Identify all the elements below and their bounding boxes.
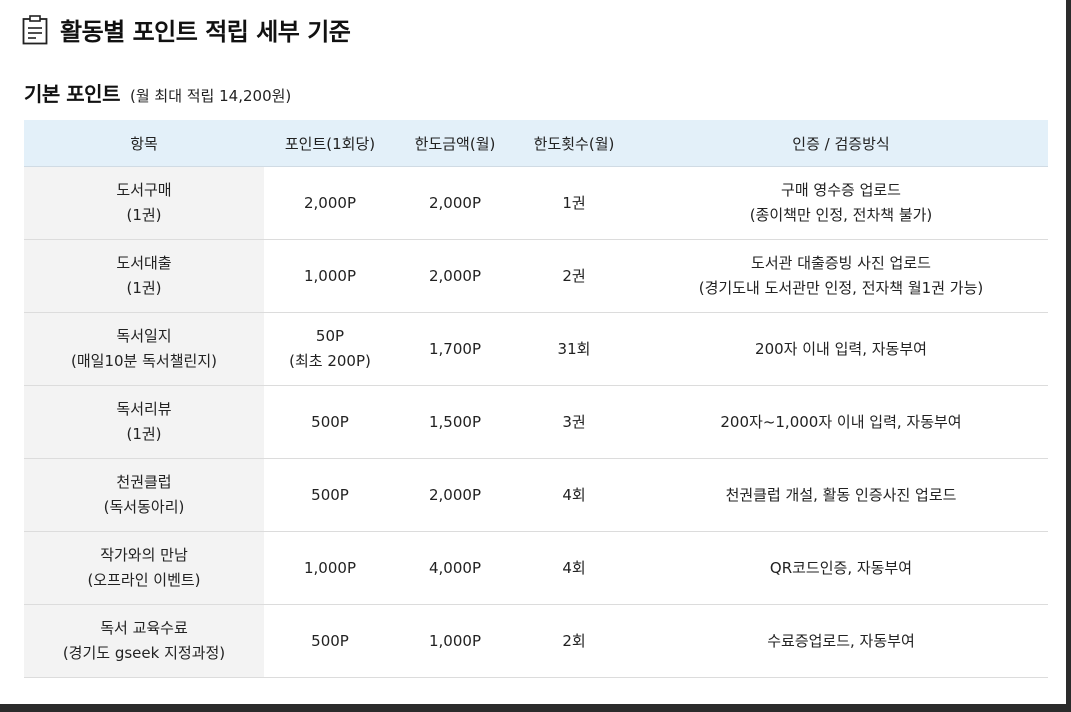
verification-method: QR코드인증, 자동부여 <box>769 558 913 577</box>
limit-count-cell: 2권 <box>514 239 634 313</box>
item-detail: (오프라인 이벤트) <box>87 571 201 589</box>
section-note: (월 최대 적립 14,200원) <box>129 87 292 105</box>
item-name: 독서일지 <box>116 327 172 345</box>
limit-count-cell: 1권 <box>514 166 634 240</box>
item-cell: 독서일지 (매일10분 독서챌린지) <box>24 312 264 386</box>
item-cell: 천권클럽 (독서동아리) <box>24 458 264 532</box>
table-row: 도서구매 (1권) 2,000P 2,000P 1권 구매 영수증 업로드 (종이책… <box>24 166 1048 240</box>
points-cell: 500P <box>264 458 396 532</box>
verification-cell: 도서관 대출증빙 사진 업로드 (경기도내 도서관만 인정, 전자책 월1권 가능… <box>634 239 1048 313</box>
item-name: 도서대출 <box>116 254 172 272</box>
limit-count-cell: 2회 <box>514 604 634 678</box>
verification-method: 구매 영수증 업로드 <box>781 181 901 199</box>
item-name: 작가와의 만남 <box>100 546 188 564</box>
page-title: 활동별 포인트 적립 세부 기준 <box>60 18 351 46</box>
header-points: 포인트(1회당) <box>264 120 396 167</box>
item-detail: (경기도 gseek 지정과정) <box>62 644 226 662</box>
points-value: 1,000P <box>304 266 356 285</box>
table-row: 천권클럽 (독서동아리) 500P 2,000P 4회 천권클럽 개설, 활동 인… <box>24 458 1048 532</box>
item-cell: 독서리뷰 (1권) <box>24 385 264 459</box>
verification-cell: 구매 영수증 업로드 (종이책만 인정, 전차책 불가) <box>634 166 1048 240</box>
limit-count-cell: 31회 <box>514 312 634 386</box>
limit-count-cell: 4회 <box>514 458 634 532</box>
table-row: 작가와의 만남 (오프라인 이벤트) 1,000P 4,000P 4회 QR코드인… <box>24 531 1048 605</box>
limit-count-cell: 4회 <box>514 531 634 605</box>
points-value: 1,000P <box>304 558 356 577</box>
verification-cell: 천권클럽 개설, 활동 인증사진 업로드 <box>634 458 1048 532</box>
points-cell: 1,000P <box>264 531 396 605</box>
points-value: 500P <box>311 412 349 431</box>
limit-amount-cell: 1,000P <box>396 604 514 678</box>
table-row: 독서일지 (매일10분 독서챌린지) 50P (최초 200P) 1,700P 31… <box>24 312 1048 386</box>
verification-method: 200자 이내 입력, 자동부여 <box>755 339 927 358</box>
verification-note: (종이책만 인정, 전차책 불가) <box>749 206 933 224</box>
table-row: 도서대출 (1권) 1,000P 2,000P 2권 도서관 대출증빙 사진 업로… <box>24 239 1048 313</box>
item-cell: 독서 교육수료 (경기도 gseek 지정과정) <box>24 604 264 678</box>
points-cell: 50P (최초 200P) <box>264 312 396 386</box>
item-detail: (1권) <box>126 206 162 224</box>
points-value: 500P <box>311 485 349 504</box>
table-row: 독서리뷰 (1권) 500P 1,500P 3권 200자~1,000자 이내 입… <box>24 385 1048 459</box>
points-cell: 500P <box>264 385 396 459</box>
item-cell: 작가와의 만남 (오프라인 이벤트) <box>24 531 264 605</box>
limit-count-cell: 3권 <box>514 385 634 459</box>
item-detail: (독서동아리) <box>103 498 185 516</box>
limit-amount-cell: 2,000P <box>396 239 514 313</box>
header-verification: 인증 / 검증방식 <box>634 120 1048 167</box>
verification-note: (경기도내 도서관만 인정, 전자책 월1권 가능) <box>698 279 984 297</box>
item-name: 독서 교육수료 <box>100 619 188 637</box>
header-item: 항목 <box>24 120 264 167</box>
item-detail: (1권) <box>126 279 162 297</box>
verification-method: 수료증업로드, 자동부여 <box>767 631 915 650</box>
limit-amount-cell: 1,500P <box>396 385 514 459</box>
verification-cell: 200자 이내 입력, 자동부여 <box>634 312 1048 386</box>
points-note: (최초 200P) <box>289 352 371 370</box>
header-limit-amount: 한도금액(월) <box>396 120 514 167</box>
page-header: 활동별 포인트 적립 세부 기준 <box>22 12 351 47</box>
points-value: 500P <box>311 631 349 650</box>
item-name: 천권클럽 <box>116 473 172 491</box>
verification-cell: 200자~1,000자 이내 입력, 자동부여 <box>634 385 1048 459</box>
points-value: 50P <box>315 327 345 345</box>
table-row: 독서 교육수료 (경기도 gseek 지정과정) 500P 1,000P 2회 수… <box>24 604 1048 678</box>
points-cell: 500P <box>264 604 396 678</box>
points-cell: 2,000P <box>264 166 396 240</box>
points-cell: 1,000P <box>264 239 396 313</box>
item-cell: 도서대출 (1권) <box>24 239 264 313</box>
header-limit-count: 한도횟수(월) <box>514 120 634 167</box>
section-title: 기본 포인트 <box>24 82 120 106</box>
clipboard-icon <box>22 14 48 45</box>
points-value: 2,000P <box>304 193 356 212</box>
item-detail: (매일10분 독서챌린지) <box>71 352 217 370</box>
table-header-row: 항목 포인트(1회당) 한도금액(월) 한도횟수(월) 인증 / 검증방식 <box>24 120 1048 167</box>
item-name: 독서리뷰 <box>116 400 172 418</box>
item-detail: (1권) <box>126 425 162 443</box>
verification-method: 200자~1,000자 이내 입력, 자동부여 <box>720 412 962 431</box>
verification-method: 천권클럽 개설, 활동 인증사진 업로드 <box>725 485 957 504</box>
verification-cell: 수료증업로드, 자동부여 <box>634 604 1048 678</box>
verification-method: 도서관 대출증빙 사진 업로드 <box>751 254 931 272</box>
item-cell: 도서구매 (1권) <box>24 166 264 240</box>
item-name: 도서구매 <box>116 181 172 199</box>
limit-amount-cell: 4,000P <box>396 531 514 605</box>
section-header: 기본 포인트 (월 최대 적립 14,200원) <box>24 78 291 107</box>
verification-cell: QR코드인증, 자동부여 <box>634 531 1048 605</box>
limit-amount-cell: 2,000P <box>396 458 514 532</box>
limit-amount-cell: 1,700P <box>396 312 514 386</box>
limit-amount-cell: 2,000P <box>396 166 514 240</box>
points-table: 항목 포인트(1회당) 한도금액(월) 한도횟수(월) 인증 / 검증방식 도서… <box>24 120 1048 678</box>
